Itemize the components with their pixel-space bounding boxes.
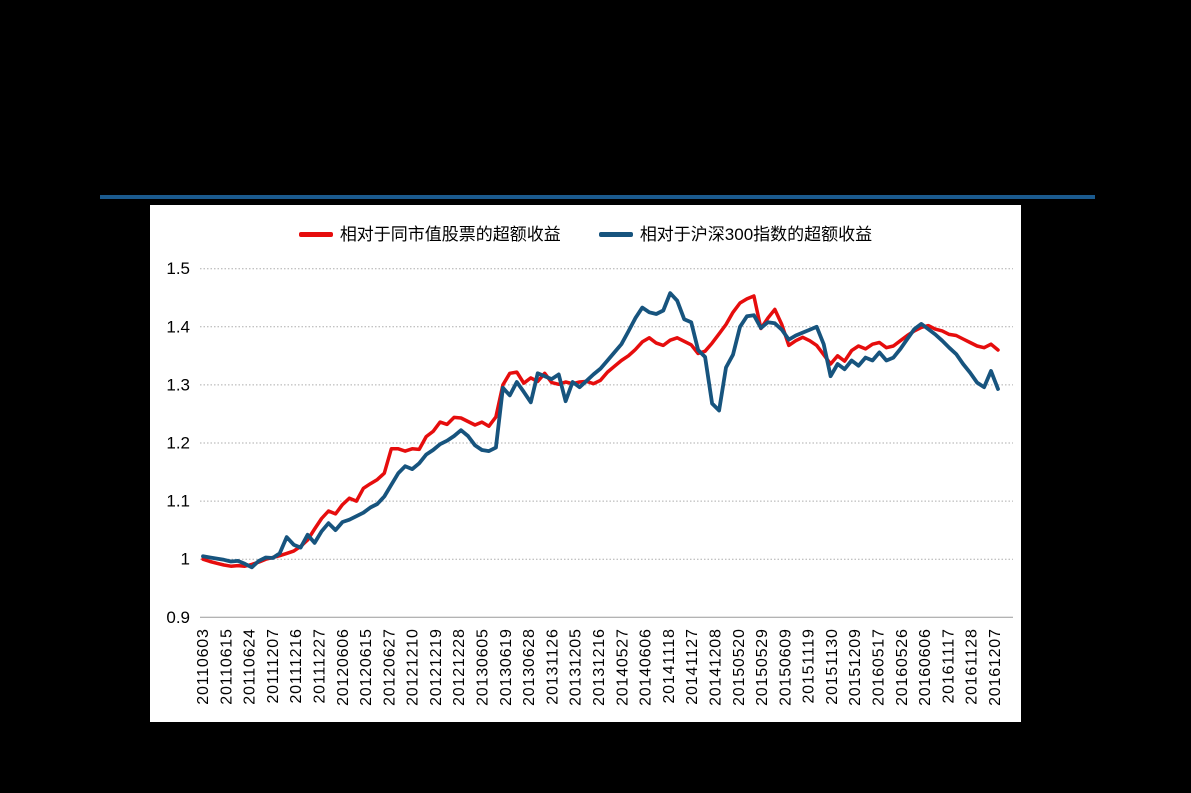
x-tick-label: 20150520 — [731, 628, 748, 706]
x-tick-label: 20141127 — [684, 628, 701, 704]
line-chart: 0.9 1 1.1 1.2 1.3 1.4 1.5 20110603 20110615 20110… — [166, 259, 1013, 706]
x-tick-label: 20131216 — [591, 628, 608, 706]
legend-item-vs-same-cap: 相对于同市值股票的超额收益 — [298, 225, 561, 244]
x-tick-label: 20150609 — [777, 628, 794, 706]
legend-item-vs-hs300: 相对于沪深300指数的超额收益 — [598, 225, 873, 244]
x-tick-label: 20161128 — [964, 628, 981, 704]
x-tick-label: 20111216 — [288, 628, 305, 703]
y-tick-label: 1.4 — [166, 317, 190, 336]
x-tick-label: 20140606 — [638, 628, 655, 706]
series-line-vs-same-cap — [201, 294, 1000, 568]
x-tick-label: 20130628 — [521, 628, 538, 706]
x-tick-label: 20121228 — [451, 628, 468, 706]
x-tick-label: 20130619 — [498, 628, 515, 706]
y-tick-label: 0.9 — [166, 608, 190, 627]
chart-panel: 相对于同市值股票的超额收益 相对于沪深300指数的超额收益 0.9 1 1.1 1.2… — [150, 205, 1021, 722]
x-tick-label: 20110603 — [195, 628, 212, 704]
divider-line — [100, 195, 1095, 199]
x-tick-label: 20120615 — [358, 628, 375, 706]
x-tick-label: 20140527 — [614, 628, 631, 706]
legend-label-vs-same-cap: 相对于同市值股票的超额收益 — [339, 225, 561, 244]
y-tick-label: 1.2 — [166, 434, 190, 453]
x-tick-label: 20151119 — [801, 628, 818, 703]
x-tick-label: 20131126 — [544, 628, 561, 704]
y-tick-label: 1.5 — [166, 259, 190, 278]
chart-legend: 相对于同市值股票的超额收益 相对于沪深300指数的超额收益 — [150, 226, 1021, 243]
x-tick-label: 20110615 — [218, 628, 235, 704]
x-tick-label: 20160517 — [871, 628, 888, 706]
x-tick-label: 20161117 — [940, 628, 957, 703]
x-tick-label: 20160526 — [894, 628, 911, 706]
x-tick-label: 20111227 — [312, 628, 329, 703]
y-tick-label: 1.3 — [166, 375, 190, 394]
x-tick-label: 20110624 — [242, 628, 259, 704]
x-tick-label: 20131205 — [568, 628, 585, 706]
y-tick-label: 1.1 — [166, 492, 190, 511]
x-tick-label: 20161207 — [987, 628, 1004, 706]
series-line-vs-hs300 — [201, 291, 1000, 570]
x-tick-label: 20121219 — [428, 628, 445, 706]
x-tick-label: 20111207 — [265, 628, 282, 703]
y-tick-label: 1 — [181, 550, 190, 569]
x-tick-label: 20120627 — [381, 628, 398, 706]
x-tick-label: 20151209 — [847, 628, 864, 706]
x-tick-label: 20160606 — [917, 628, 934, 706]
x-tick-label: 20130605 — [475, 628, 492, 706]
x-tick-label: 20150529 — [754, 628, 771, 706]
x-tick-label: 20151130 — [824, 628, 841, 704]
legend-line-blue-icon — [598, 232, 633, 237]
legend-line-red-icon — [298, 232, 333, 237]
x-tick-label: 20141118 — [661, 628, 678, 703]
x-tick-label: 20141208 — [708, 628, 725, 706]
x-tick-label: 20120606 — [335, 628, 352, 706]
legend-label-vs-hs300: 相对于沪深300指数的超额收益 — [639, 225, 873, 244]
x-tick-label: 20121210 — [405, 628, 422, 706]
